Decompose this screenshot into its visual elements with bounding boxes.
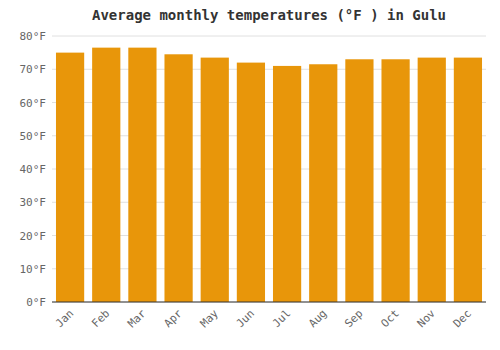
tick-label: 0°F: [26, 296, 46, 309]
bar: [237, 63, 265, 302]
tick-label: May: [198, 307, 222, 331]
tick-label: Sep: [342, 307, 365, 330]
tick-label: 50°F: [20, 130, 47, 143]
tick-label: Dec: [451, 307, 474, 330]
tick-label: Oct: [378, 307, 401, 330]
tick-label: 60°F: [20, 97, 47, 110]
bar: [128, 48, 156, 302]
bar: [56, 53, 84, 302]
bars: [56, 48, 482, 302]
tick-label: Mar: [125, 307, 149, 331]
tick-label: 30°F: [20, 196, 47, 209]
axis-line: [52, 302, 486, 303]
bar: [164, 54, 192, 302]
tick-label: 10°F: [20, 263, 47, 276]
tick-label: Nov: [415, 307, 439, 331]
tick-label: 20°F: [20, 230, 47, 243]
bar: [345, 59, 373, 302]
bar: [309, 64, 337, 302]
tick-label: 70°F: [20, 63, 47, 76]
bar: [92, 48, 120, 302]
chart-container: Average monthly temperatures (°F ) in Gu…: [0, 0, 500, 350]
bar: [381, 59, 409, 302]
bar: [418, 58, 446, 302]
tick-label: Jan: [53, 307, 76, 330]
grid-line: [52, 36, 486, 37]
tick-label: Aug: [306, 307, 329, 330]
title: Average monthly temperatures (°F ) in Gu…: [92, 7, 446, 23]
chart: Average monthly temperatures (°F ) in Gu…: [0, 0, 500, 350]
tick-label: Jul: [270, 307, 293, 330]
tick-label: 80°F: [20, 30, 47, 43]
bar: [273, 66, 301, 302]
y-axis: 0°F 10°F 20°F 30°F 40°F 50°F 60°F 70°F 80°F: [20, 30, 487, 309]
x-axis: Jan Feb Mar Apr May Jun Jul Aug Sep Oct Nov Dec: [52, 302, 486, 330]
bar: [201, 58, 229, 302]
tick-label: 40°F: [20, 163, 47, 176]
tick-label: Apr: [161, 307, 185, 331]
bar: [454, 58, 482, 302]
tick-label: Feb: [89, 307, 112, 330]
grid-line: [52, 302, 486, 303]
tick-label: Jun: [234, 307, 257, 330]
